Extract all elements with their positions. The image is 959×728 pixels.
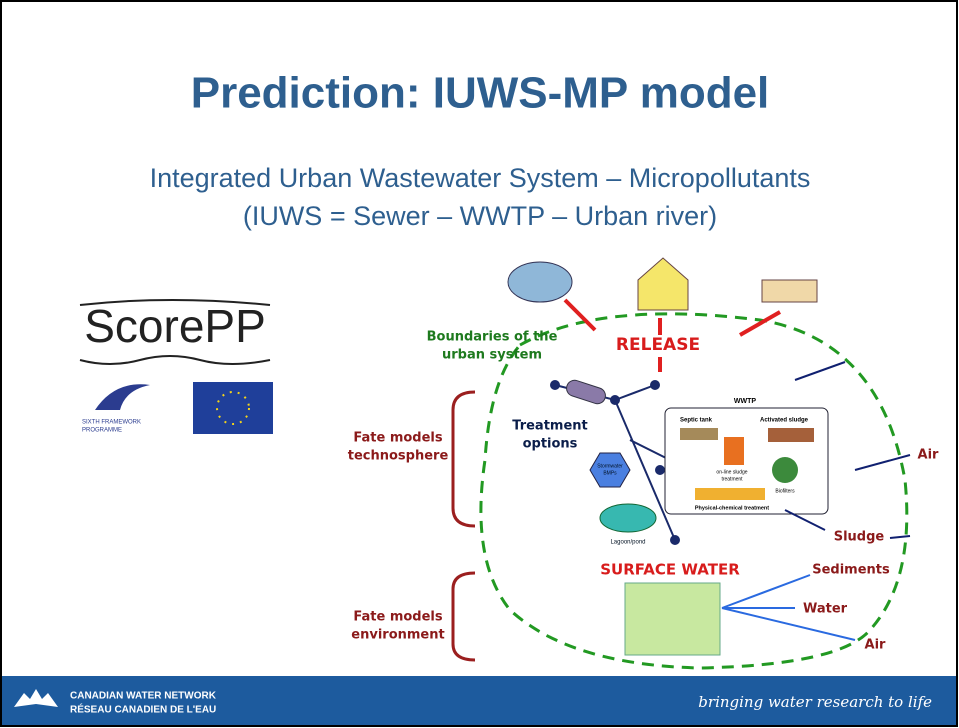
label: RELEASE xyxy=(616,335,700,355)
label: environment xyxy=(351,628,444,643)
output-arrows xyxy=(784,361,911,539)
label: Fate models xyxy=(353,431,443,446)
label: Boundaries of the xyxy=(427,330,558,345)
logo-lines xyxy=(79,299,271,365)
eu-stars xyxy=(216,391,250,425)
label: on-line sludge xyxy=(716,469,747,475)
label: Stormwater xyxy=(597,463,623,469)
system-boundary xyxy=(479,312,909,670)
label: Air xyxy=(865,638,887,653)
label: SURFACE WATER xyxy=(600,561,740,579)
eu-flag xyxy=(193,382,273,434)
label: BMPs xyxy=(603,470,617,476)
sludge-tank-icon xyxy=(768,428,814,442)
label: Sediments xyxy=(812,563,890,578)
scorepp-logo: ScorePP xyxy=(84,300,266,352)
label: Septic tank xyxy=(680,418,713,424)
river-icon xyxy=(624,582,721,656)
label: Fate models xyxy=(353,610,443,625)
footer-text: RÉSEAU CANADIEN DE L'EAU xyxy=(70,703,216,716)
bracket xyxy=(451,390,476,528)
label: Lagoon/pond xyxy=(610,540,645,546)
biofilter-icon xyxy=(772,457,798,483)
maple-leaf xyxy=(14,689,58,707)
label: urban system xyxy=(442,348,542,363)
cloud-icon xyxy=(507,261,573,303)
label: Biofilters xyxy=(775,488,795,494)
network xyxy=(550,380,680,545)
label: options xyxy=(523,437,578,452)
label: Physical-chemical treatment xyxy=(695,505,769,511)
footer-band xyxy=(2,676,956,725)
subtitle: (IUWS = Sewer – WWTP – Urban river) xyxy=(243,201,717,231)
fp6-text: SIXTH FRAMEWORK xyxy=(82,420,141,426)
label: treatment xyxy=(721,476,743,482)
septic-icon xyxy=(680,428,718,440)
tagline: bringing water research to life xyxy=(698,693,932,711)
title: Prediction: IUWS-MP model xyxy=(191,69,770,118)
release-arrows xyxy=(563,298,781,372)
label: Treatment xyxy=(512,419,588,434)
factory-icon xyxy=(761,279,818,303)
digester-icon xyxy=(724,437,744,465)
bmp-icon xyxy=(589,452,631,488)
label: Air xyxy=(918,448,940,463)
fp6-text: PROGRAMME xyxy=(82,428,122,434)
label: technosphere xyxy=(348,449,449,464)
label: Sludge xyxy=(834,530,885,545)
physchem-icon xyxy=(695,488,765,500)
label: WWTP xyxy=(734,398,756,405)
subtitle: Integrated Urban Wastewater System – Mic… xyxy=(150,163,811,193)
fp6-logo xyxy=(95,384,150,410)
footer-text: CANADIAN WATER NETWORK xyxy=(70,691,217,702)
label: Water xyxy=(803,602,848,617)
label: Activated sludge xyxy=(760,418,809,424)
pipe-icon xyxy=(566,379,606,405)
house-icon xyxy=(637,257,689,311)
lagoon-icon xyxy=(599,503,657,533)
environment-arrows xyxy=(721,574,856,641)
bracket xyxy=(451,571,476,662)
